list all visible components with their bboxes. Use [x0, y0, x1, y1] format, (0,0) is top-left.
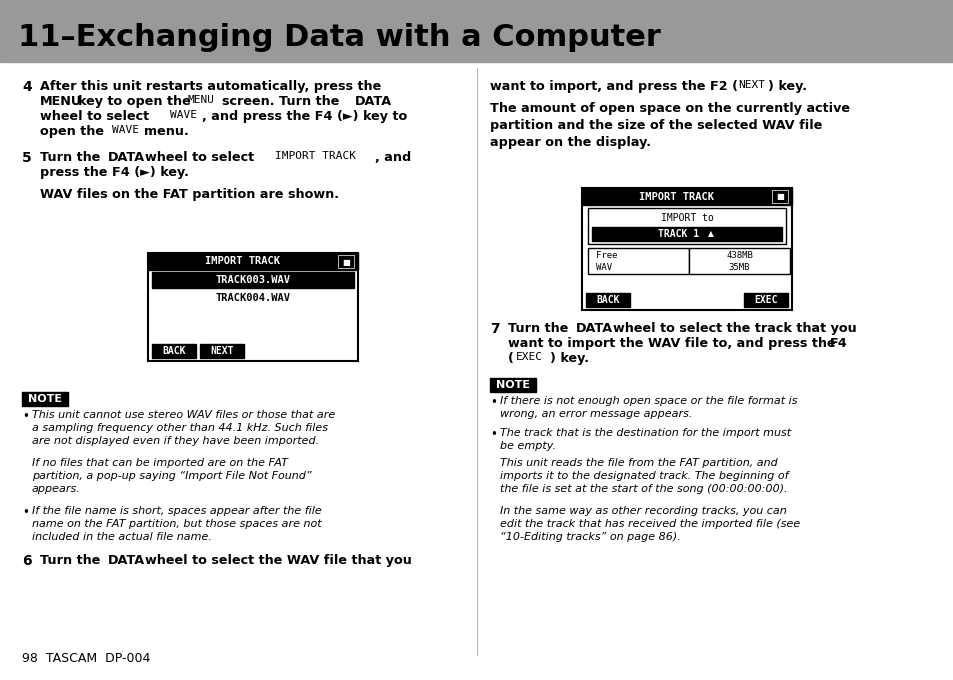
Text: WAVE: WAVE [112, 125, 139, 135]
Text: 438MB: 438MB [725, 252, 752, 260]
Text: ■: ■ [342, 258, 350, 267]
Text: BACK: BACK [162, 346, 186, 356]
Bar [148, 253, 357, 361]
Bar [200, 344, 244, 358]
Text: •: • [490, 396, 497, 409]
Bar [581, 188, 791, 205]
Text: Turn the: Turn the [40, 554, 100, 567]
Text: The track that is the destination for the import must
be empty.: The track that is the destination for th… [499, 428, 790, 451]
Text: WAV: WAV [596, 262, 612, 271]
Text: open the: open the [40, 125, 104, 138]
Text: Free: Free [596, 252, 617, 260]
Text: If the file name is short, spaces appear after the file
name on the FAT partitio: If the file name is short, spaces appear… [32, 506, 321, 541]
Text: After this unit restarts automatically, press the: After this unit restarts automatically, … [40, 80, 381, 93]
Text: If no files that can be imported are on the FAT
partition, a pop-up saying “Impo: If no files that can be imported are on … [32, 458, 312, 494]
Text: wheel to select: wheel to select [40, 110, 149, 123]
Text: •: • [22, 410, 29, 423]
Text: TRACK004.WAV: TRACK004.WAV [215, 293, 291, 303]
Bar [152, 272, 354, 288]
Text: EXEC: EXEC [516, 352, 542, 362]
Text: 7: 7 [490, 322, 499, 336]
Bar [743, 293, 787, 307]
Text: NEXT: NEXT [210, 346, 233, 356]
Text: wheel to select the WAV file that you: wheel to select the WAV file that you [145, 554, 412, 567]
Text: DATA: DATA [108, 554, 145, 567]
Text: IMPORT TRACK: IMPORT TRACK [205, 256, 280, 267]
Text: TRACK003.WAV: TRACK003.WAV [215, 275, 291, 285]
Text: IMPORT TRACK: IMPORT TRACK [274, 151, 355, 161]
Text: DATA: DATA [576, 322, 613, 335]
Text: wheel to select: wheel to select [145, 151, 253, 164]
Text: (: ( [507, 352, 514, 365]
Bar [585, 293, 629, 307]
Text: , and press the F4 (►) key to: , and press the F4 (►) key to [202, 110, 407, 123]
Text: 4: 4 [22, 80, 31, 94]
Text: In the same way as other recording tracks, you can
edit the track that has recei: In the same way as other recording track… [499, 506, 800, 541]
Text: ▲: ▲ [707, 230, 713, 239]
Text: wheel to select the track that you: wheel to select the track that you [613, 322, 856, 335]
Text: press the F4 (►) key.: press the F4 (►) key. [40, 166, 189, 179]
Text: BACK: BACK [596, 295, 619, 305]
Text: If there is not enough open space or the file format is
wrong, an error message : If there is not enough open space or the… [499, 396, 797, 419]
Bar [22, 392, 68, 406]
Text: 6: 6 [22, 554, 31, 568]
Bar [688, 248, 789, 274]
Text: MENU: MENU [188, 95, 214, 105]
Text: ■: ■ [775, 192, 783, 201]
Text: This unit reads the file from the FAT partition, and
imports it to the designate: This unit reads the file from the FAT pa… [499, 458, 788, 494]
Text: EXEC: EXEC [754, 295, 777, 305]
Bar [152, 344, 195, 358]
Text: key to open the: key to open the [78, 95, 191, 108]
Text: IMPORT TRACK: IMPORT TRACK [639, 192, 714, 201]
Bar [592, 227, 781, 241]
Text: want to import, and press the F2 (: want to import, and press the F2 ( [490, 80, 738, 93]
Text: screen. Turn the: screen. Turn the [222, 95, 339, 108]
Bar [587, 208, 785, 244]
Bar [581, 188, 791, 310]
Text: •: • [22, 506, 29, 519]
Bar [337, 255, 354, 268]
Text: WAVE: WAVE [170, 110, 196, 120]
Text: ) key.: ) key. [550, 352, 588, 365]
Bar [587, 248, 688, 274]
Text: NEXT: NEXT [738, 80, 764, 90]
Bar [490, 378, 536, 392]
Text: IMPORT to: IMPORT to [659, 213, 713, 223]
Text: 35MB: 35MB [728, 262, 749, 271]
Text: want to import the WAV file to, and press the: want to import the WAV file to, and pres… [507, 337, 835, 350]
Text: F4: F4 [829, 337, 847, 350]
Bar [771, 190, 787, 203]
Text: NOTE: NOTE [496, 380, 530, 390]
Text: This unit cannot use stereo WAV files or those that are
a sampling frequency oth: This unit cannot use stereo WAV files or… [32, 410, 335, 445]
Text: 98  TASCAM  DP-004: 98 TASCAM DP-004 [22, 652, 151, 665]
Text: Turn the: Turn the [40, 151, 100, 164]
Text: , and: , and [375, 151, 411, 164]
Text: ) key.: ) key. [767, 80, 806, 93]
Bar [0, 0, 953, 62]
Text: WAV files on the FAT partition are shown.: WAV files on the FAT partition are shown… [40, 188, 338, 201]
Text: The amount of open space on the currently active
partition and the size of the s: The amount of open space on the currentl… [490, 102, 849, 150]
Text: menu.: menu. [144, 125, 189, 138]
Text: Turn the: Turn the [507, 322, 568, 335]
Text: 11–Exchanging Data with a Computer: 11–Exchanging Data with a Computer [18, 23, 660, 52]
Text: •: • [490, 428, 497, 441]
Text: 5: 5 [22, 151, 31, 165]
Text: NOTE: NOTE [28, 394, 62, 404]
Text: DATA: DATA [355, 95, 392, 108]
Bar [148, 253, 357, 270]
Text: MENU: MENU [40, 95, 82, 108]
Text: TRACK 1: TRACK 1 [658, 229, 699, 239]
Text: DATA: DATA [108, 151, 145, 164]
